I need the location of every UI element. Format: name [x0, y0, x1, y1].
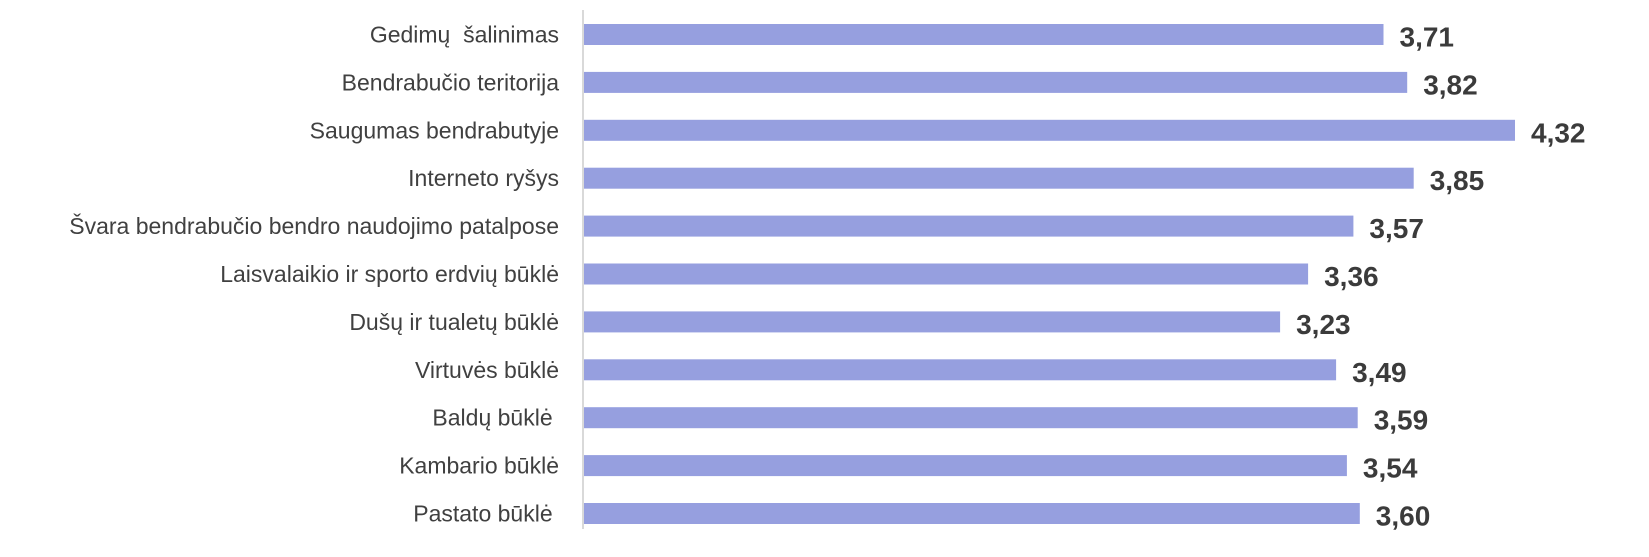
- category-label: Laisvalaikio ir sporto erdvių būklė: [220, 261, 559, 287]
- category-label: Virtuvės būklė: [415, 357, 559, 383]
- data-label: 3,71: [1400, 22, 1455, 53]
- category-label: Dušų ir tualetų būklė: [349, 309, 559, 335]
- bar: [584, 167, 1414, 189]
- category-label: Interneto ryšys: [408, 165, 559, 191]
- data-label: 3,85: [1430, 165, 1485, 196]
- category-label: Pastato būklė: [413, 501, 559, 527]
- category-label: Bendrabučio teritorija: [342, 69, 560, 95]
- data-label: 3,54: [1363, 453, 1418, 484]
- bar: [584, 455, 1347, 477]
- data-label: 4,32: [1531, 117, 1586, 148]
- data-label: 3,36: [1324, 261, 1379, 292]
- data-label: 3,23: [1296, 309, 1351, 340]
- bar: [584, 311, 1281, 333]
- bar: [584, 503, 1360, 524]
- category-label: Baldų būklė: [432, 405, 559, 431]
- bar: [584, 24, 1384, 45]
- category-label: Kambario būklė: [399, 453, 559, 479]
- data-label: 3,49: [1352, 357, 1407, 388]
- data-label: 3,60: [1376, 501, 1431, 532]
- bar: [584, 359, 1337, 381]
- bar: [584, 215, 1354, 237]
- bar: [584, 71, 1408, 93]
- category-label: Saugumas bendrabutyje: [310, 117, 559, 143]
- data-label: 3,59: [1374, 405, 1429, 436]
- data-label: 3,82: [1423, 69, 1478, 100]
- bar: [584, 407, 1358, 429]
- category-label: Gedimų šalinimas: [370, 22, 559, 48]
- bar: [584, 263, 1309, 285]
- bar: [584, 119, 1515, 141]
- category-label: Švara bendrabučio bendro naudojimo patal…: [69, 212, 559, 239]
- data-label: 3,57: [1369, 213, 1424, 244]
